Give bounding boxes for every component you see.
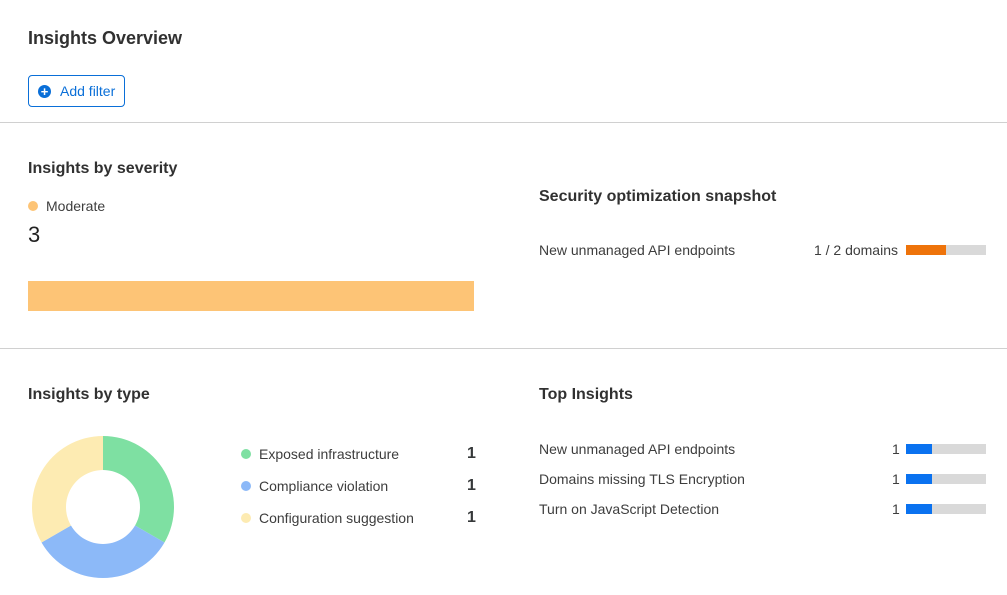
moderate-dot-icon <box>28 201 38 211</box>
top-insight-label[interactable]: Turn on JavaScript Detection <box>539 501 720 517</box>
snapshot-item-value: 1 / 2 domains <box>813 242 898 258</box>
donut-slice[interactable] <box>103 436 174 543</box>
top-insight-bar <box>906 444 986 454</box>
divider <box>0 348 1007 349</box>
snapshot-item-label: New unmanaged API endpoints <box>539 242 736 258</box>
divider <box>0 122 1007 123</box>
add-filter-label: Add filter <box>60 83 116 99</box>
top-insight-count: 1 <box>892 501 900 517</box>
top-insight-label[interactable]: Domains missing TLS Encryption <box>539 471 745 487</box>
add-filter-button[interactable]: + Add filter <box>28 75 125 107</box>
legend-dot-icon <box>241 513 251 523</box>
severity-title: Insights by severity <box>28 160 178 177</box>
type-legend-count: 1 <box>467 509 476 526</box>
donut-slice[interactable] <box>32 436 104 543</box>
severity-legend: Moderate <box>28 198 105 214</box>
top-insight-count: 1 <box>892 441 900 457</box>
type-legend-item[interactable]: Compliance violation <box>241 478 388 494</box>
legend-dot-icon <box>241 481 251 491</box>
type-legend-label: Compliance violation <box>259 478 389 494</box>
top-insight-bar <box>906 504 986 514</box>
type-legend-count: 1 <box>467 445 476 462</box>
top-insight-bar <box>906 474 986 484</box>
snapshot-title: Security optimization snapshot <box>539 188 777 205</box>
type-legend-item[interactable]: Exposed infrastructure <box>241 446 399 462</box>
donut-slice[interactable] <box>41 525 165 579</box>
type-legend-item[interactable]: Configuration suggestion <box>241 510 414 526</box>
legend-dot-icon <box>241 449 251 459</box>
top-insight-label[interactable]: New unmanaged API endpoints <box>539 441 736 457</box>
severity-legend-label: Moderate <box>46 198 106 214</box>
top-insights-title: Top Insights <box>539 386 633 403</box>
severity-count: 3 <box>28 222 41 247</box>
type-legend-label: Exposed infrastructure <box>259 446 400 462</box>
page-title: Insights Overview <box>28 28 183 48</box>
plus-circle-icon: + <box>38 84 51 98</box>
type-donut-chart <box>32 436 174 578</box>
type-title: Insights by type <box>28 386 150 403</box>
snapshot-item-bar <box>906 245 986 255</box>
top-insight-count: 1 <box>892 471 900 487</box>
type-legend-label: Configuration suggestion <box>259 510 414 526</box>
severity-bar-moderate[interactable] <box>28 281 474 311</box>
type-legend-count: 1 <box>467 477 476 494</box>
